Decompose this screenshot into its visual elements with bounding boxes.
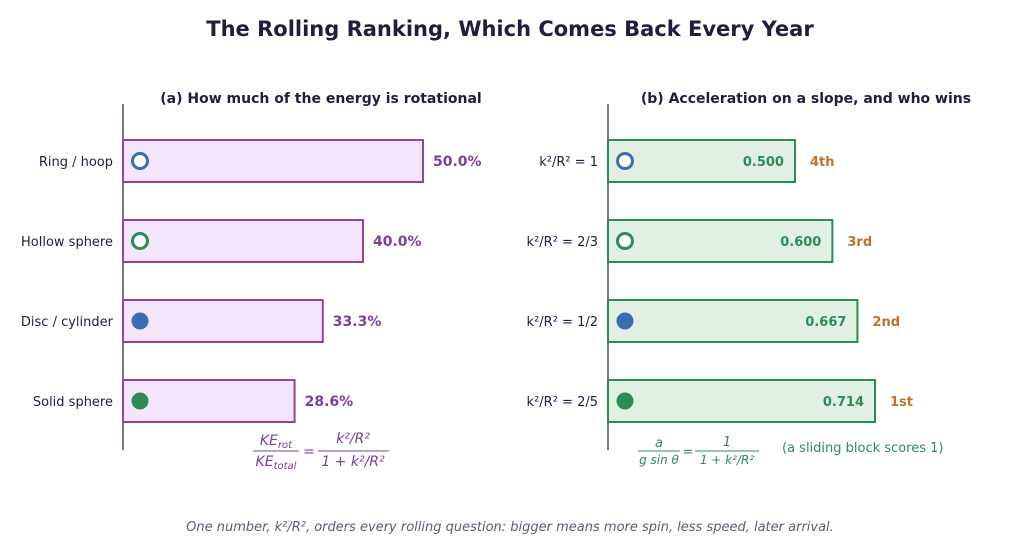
- filled-marker-icon: [131, 392, 149, 410]
- category-label: Solid sphere: [33, 395, 113, 410]
- formula-a-rhs-num: k²/R²: [336, 431, 370, 447]
- panel-b: (b) Acceleration on a slope, and who win…: [527, 91, 972, 467]
- category-label: k²/R² = 1: [539, 155, 598, 170]
- bar: [122, 379, 296, 423]
- rank-label: 1st: [890, 395, 913, 410]
- formula-b-lhs-num: a: [655, 436, 663, 451]
- data-label: 50.0%: [433, 154, 482, 170]
- category-label: k²/R² = 2/3: [527, 235, 598, 250]
- data-label: 40.0%: [373, 234, 422, 250]
- formula-b-lhs-den: g sin θ: [639, 453, 679, 467]
- data-label: 28.6%: [305, 394, 354, 410]
- category-label: Disc / cylinder: [21, 315, 114, 330]
- filled-marker-icon: [616, 392, 634, 410]
- formula-a-rhs-den: 1 + k²/R²: [321, 454, 385, 470]
- formula-a-lhs-den: totalKEtotal: [256, 454, 297, 472]
- chart-title: The Rolling Ranking, Which Comes Back Ev…: [206, 17, 814, 41]
- chart-footer: One number, k²/R², orders every rolling …: [186, 520, 834, 535]
- bar: [607, 379, 876, 423]
- hollow-marker-icon: [131, 232, 149, 250]
- panel-b-title: (b) Acceleration on a slope, and who win…: [641, 91, 971, 107]
- bar: [122, 139, 424, 183]
- panel-a-bars: Ring / hoop 50.0% Hollow sphere 40.0% Disc /…: [21, 139, 482, 423]
- bar: [122, 219, 364, 263]
- panel-a: (a) How much of the energy is rotational…: [21, 91, 482, 472]
- panel-a-formula: KErot totalKEtotal = k²/R² 1 + k²/R²: [253, 431, 389, 472]
- filled-marker-icon: [131, 312, 149, 330]
- data-label: 0.714: [823, 395, 864, 410]
- panel-b-bars: k²/R² = 1 0.500 4th k²/R² = 2/3 0.600 3rd k²/R…: [527, 139, 913, 423]
- data-label: 0.667: [805, 315, 846, 330]
- rank-label: 3rd: [847, 235, 872, 250]
- panel-b-formula: a g sin θ = 1 1 + k²/R² (a sliding block…: [638, 435, 943, 467]
- hollow-marker-icon: [131, 152, 149, 170]
- category-label: Ring / hoop: [39, 155, 113, 170]
- filled-marker-icon: [616, 312, 634, 330]
- category-label: k²/R² = 1/2: [527, 315, 598, 330]
- bar: [607, 299, 859, 343]
- formula-b-equals: =: [683, 445, 694, 460]
- category-label: Hollow sphere: [21, 235, 113, 250]
- bar: [607, 219, 834, 263]
- hollow-marker-icon: [616, 232, 634, 250]
- formula-b-rhs-num: 1: [723, 435, 731, 450]
- rank-label: 2nd: [872, 315, 900, 330]
- formula-b-rhs-den: 1 + k²/R²: [700, 453, 754, 467]
- panel-a-title: (a) How much of the energy is rotational: [160, 91, 481, 107]
- data-label: 33.3%: [333, 314, 382, 330]
- bar: [607, 139, 796, 183]
- rank-label: 4th: [810, 155, 835, 170]
- formula-a-lhs-num: KErot: [260, 433, 293, 451]
- panel-b-note: (a sliding block scores 1): [782, 441, 943, 456]
- category-label: k²/R² = 2/5: [527, 395, 598, 410]
- bar: [122, 299, 324, 343]
- formula-a-equals: =: [303, 444, 315, 460]
- hollow-marker-icon: [616, 152, 634, 170]
- data-label: 0.500: [743, 155, 784, 170]
- data-label: 0.600: [780, 235, 821, 250]
